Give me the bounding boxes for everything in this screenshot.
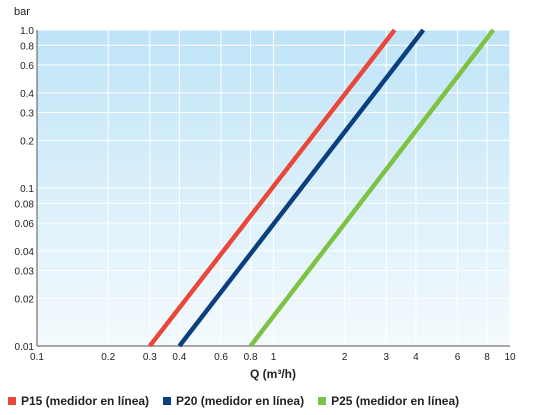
x-tick-label: 2: [342, 352, 348, 363]
x-tick-label: 0.4: [172, 352, 186, 363]
x-tick-label: 0.8: [244, 352, 258, 363]
x-tick-label: 0.6: [214, 352, 228, 363]
y-tick-label: 0.04: [15, 247, 35, 258]
y-tick-label: 0.4: [20, 89, 34, 100]
legend-label: P15 (medidor en línea): [21, 394, 150, 408]
tick-labels: 0.1 0.2 0.3 0.4 0.6 0.8 1 2 3 4 6 8 10 0.01 0.02 0.03 0.…: [15, 26, 516, 363]
x-tick-label: 6: [455, 352, 461, 363]
legend-item: P20 (medidor en línea): [163, 394, 304, 408]
y-tick-label: 0.3: [20, 109, 34, 120]
x-tick-label: 0.1: [30, 352, 44, 363]
grid: [36, 29, 511, 347]
x-tick-label: 3: [384, 352, 390, 363]
legend-label: P20 (medidor en línea): [176, 394, 305, 408]
y-tick-label: 0.06: [15, 219, 35, 230]
y-tick-label: 1.0: [20, 26, 34, 37]
legend-swatch: [163, 397, 172, 405]
series-line-3: [248, 28, 496, 348]
y-tick-label: 0.08: [15, 199, 35, 210]
y-tick-label: 0.6: [20, 61, 34, 72]
legend-swatch: [8, 397, 16, 405]
x-axis-label: Q (m³/h): [250, 367, 296, 381]
x-tick-label: 8: [484, 352, 490, 363]
y-tick-label: 0.8: [20, 41, 34, 52]
series-layer: [148, 28, 496, 348]
legend: P15 (medidor en línea) P20 (medidor en lí…: [8, 393, 533, 409]
series-line-2: [177, 28, 426, 348]
y-axis-label: bar: [14, 6, 30, 18]
x-tick-label: 0.3: [143, 352, 157, 363]
y-tick-label: 0.02: [15, 294, 35, 305]
x-tick-label: 1: [271, 352, 277, 363]
y-tick-label: 0.2: [20, 136, 34, 147]
y-tick-label: 0.03: [15, 267, 35, 278]
legend-swatch: [318, 397, 327, 405]
legend-item: P25 (medidor en línea): [318, 394, 459, 408]
x-tick-label: 4: [413, 352, 419, 363]
y-tick-label: 0.1: [20, 184, 34, 195]
y-tick-label: 0.01: [15, 342, 35, 353]
x-tick-label: 10: [504, 352, 516, 363]
legend-item: P15 (medidor en línea): [8, 394, 149, 408]
series-line-1: [148, 28, 397, 348]
x-tick-label: 0.2: [101, 352, 115, 363]
legend-label: P25 (medidor en línea): [331, 394, 460, 408]
